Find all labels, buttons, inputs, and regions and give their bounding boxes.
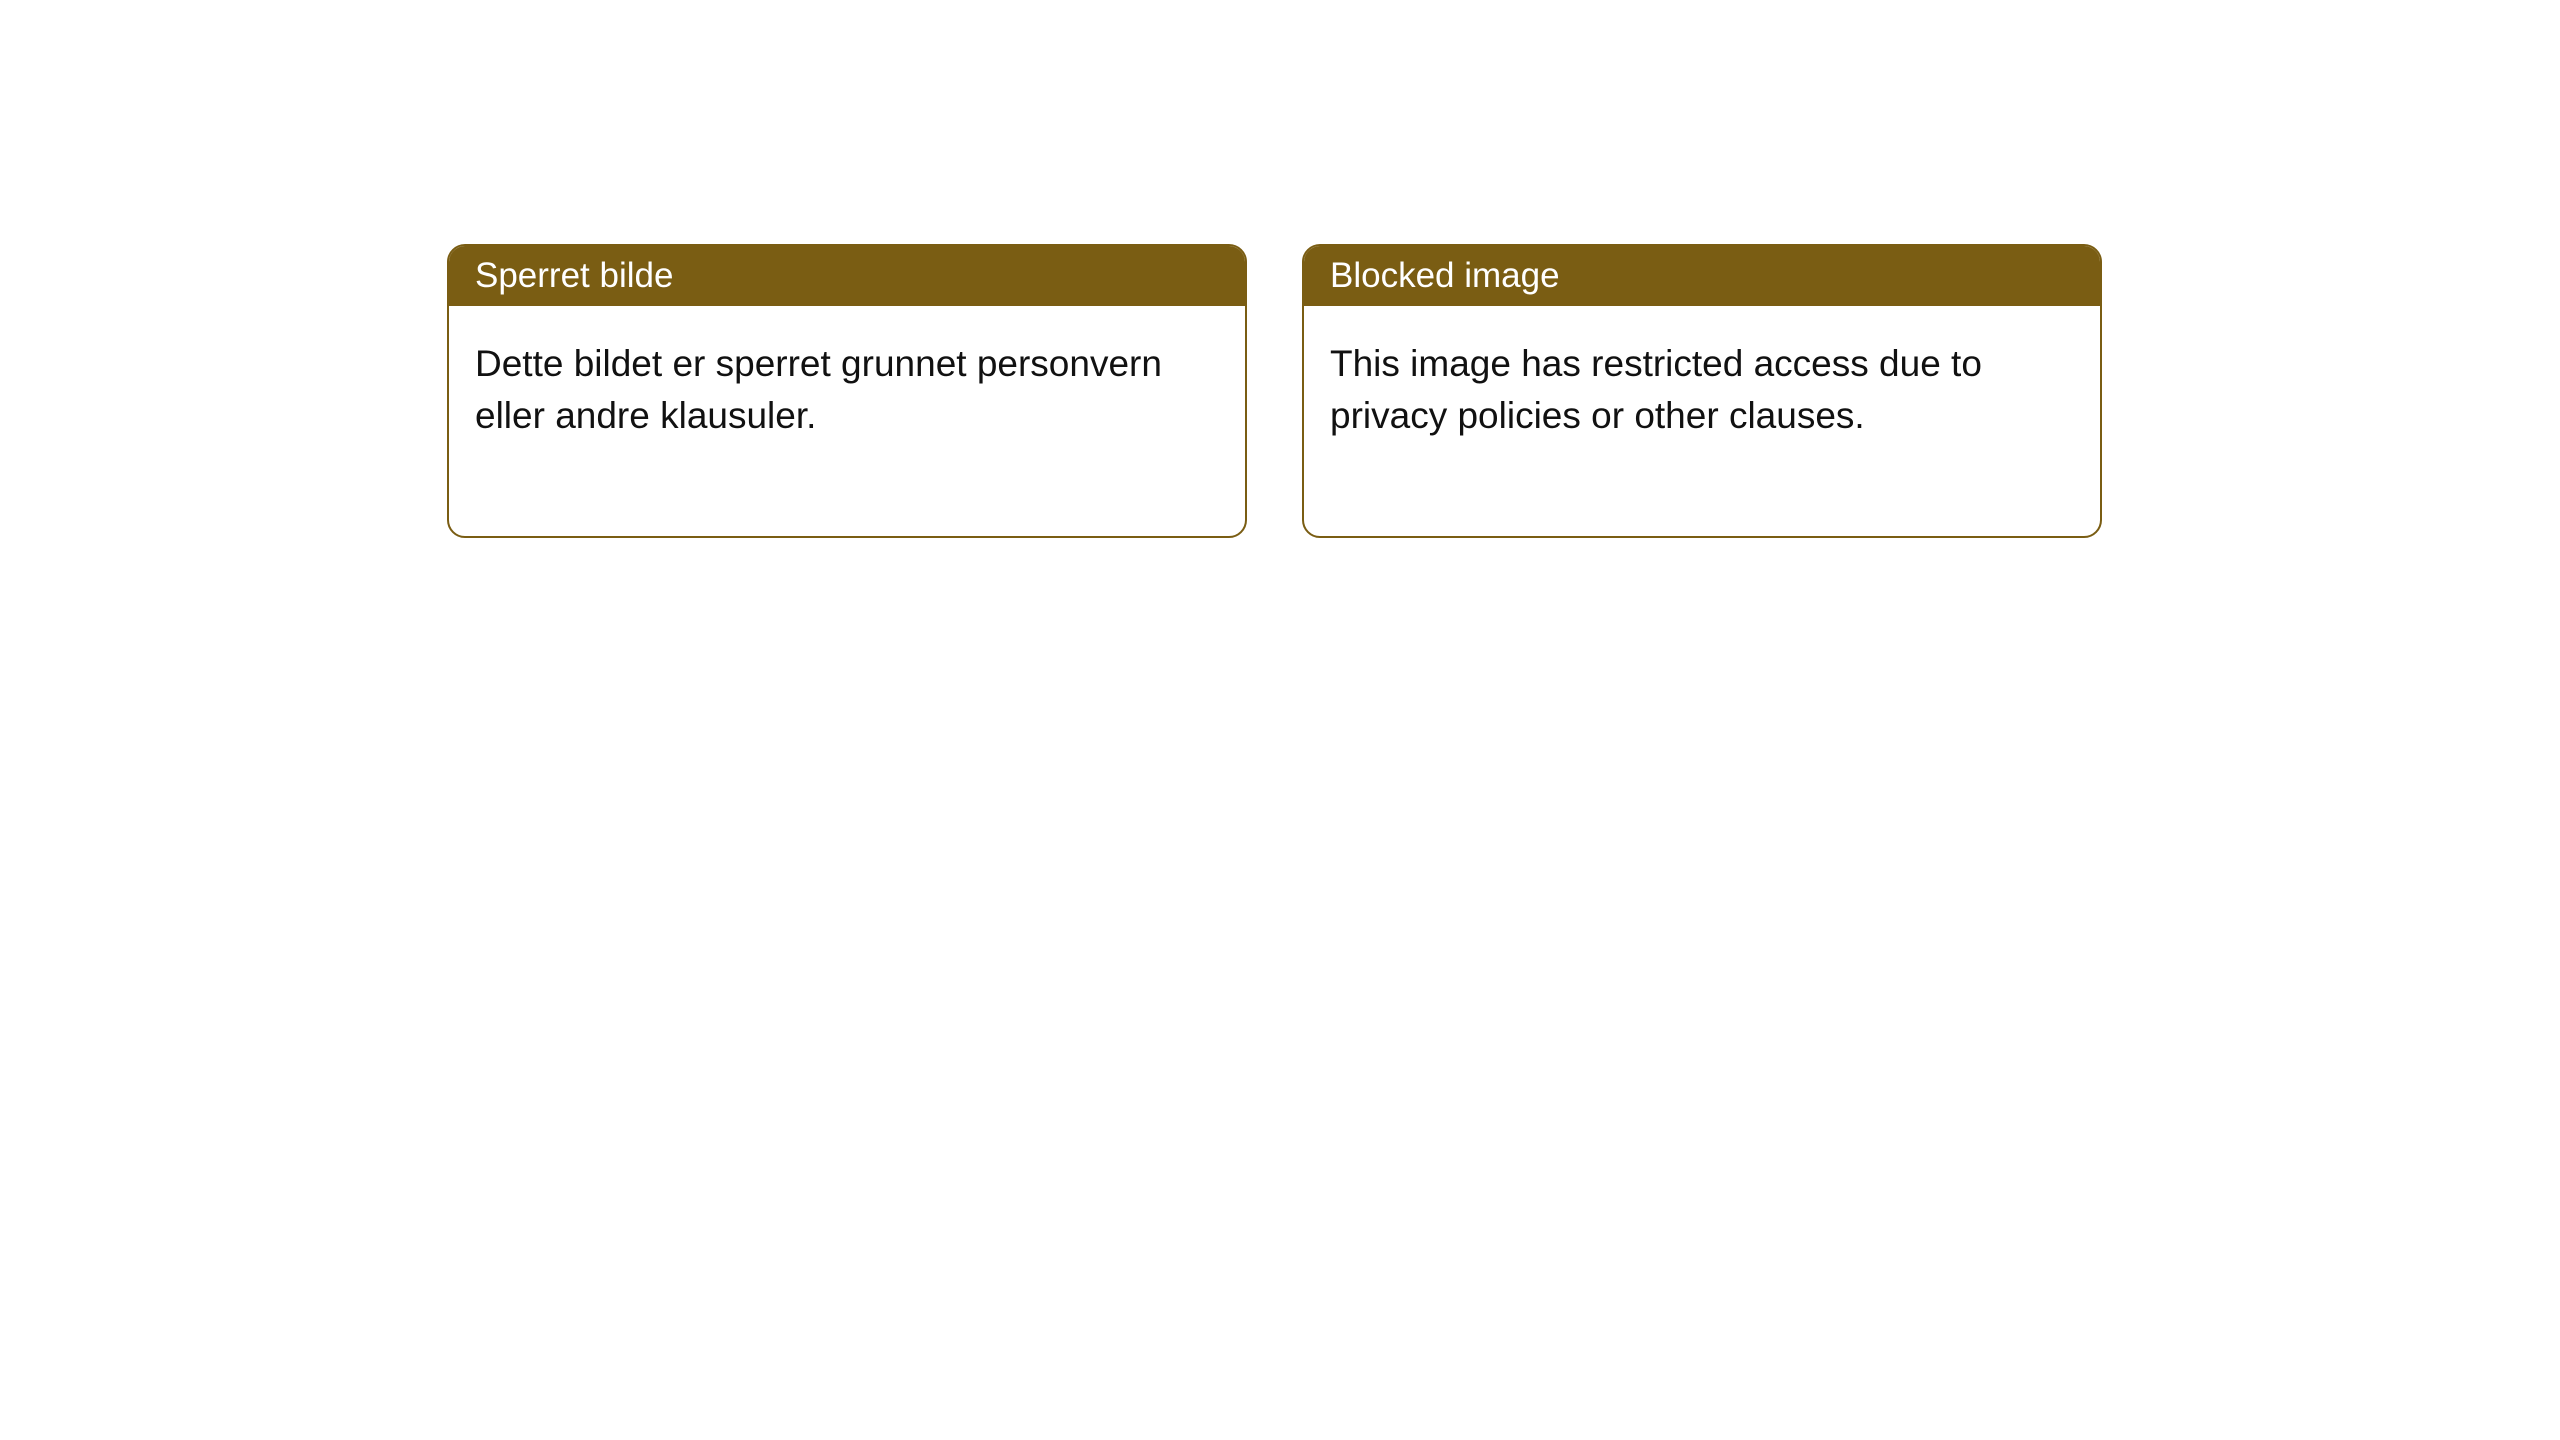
notice-container: Sperret bilde Dette bildet er sperret gr… bbox=[447, 244, 2102, 538]
card-title-no: Sperret bilde bbox=[475, 256, 673, 295]
card-body-en: This image has restricted access due to … bbox=[1304, 306, 2100, 536]
card-header-no: Sperret bilde bbox=[449, 246, 1245, 306]
blocked-image-card-en: Blocked image This image has restricted … bbox=[1302, 244, 2102, 538]
card-body-no: Dette bildet er sperret grunnet personve… bbox=[449, 306, 1245, 536]
blocked-image-card-no: Sperret bilde Dette bildet er sperret gr… bbox=[447, 244, 1247, 538]
card-body-text-no: Dette bildet er sperret grunnet personve… bbox=[475, 343, 1162, 436]
card-title-en: Blocked image bbox=[1330, 256, 1560, 295]
card-header-en: Blocked image bbox=[1304, 246, 2100, 306]
card-body-text-en: This image has restricted access due to … bbox=[1330, 343, 1982, 436]
